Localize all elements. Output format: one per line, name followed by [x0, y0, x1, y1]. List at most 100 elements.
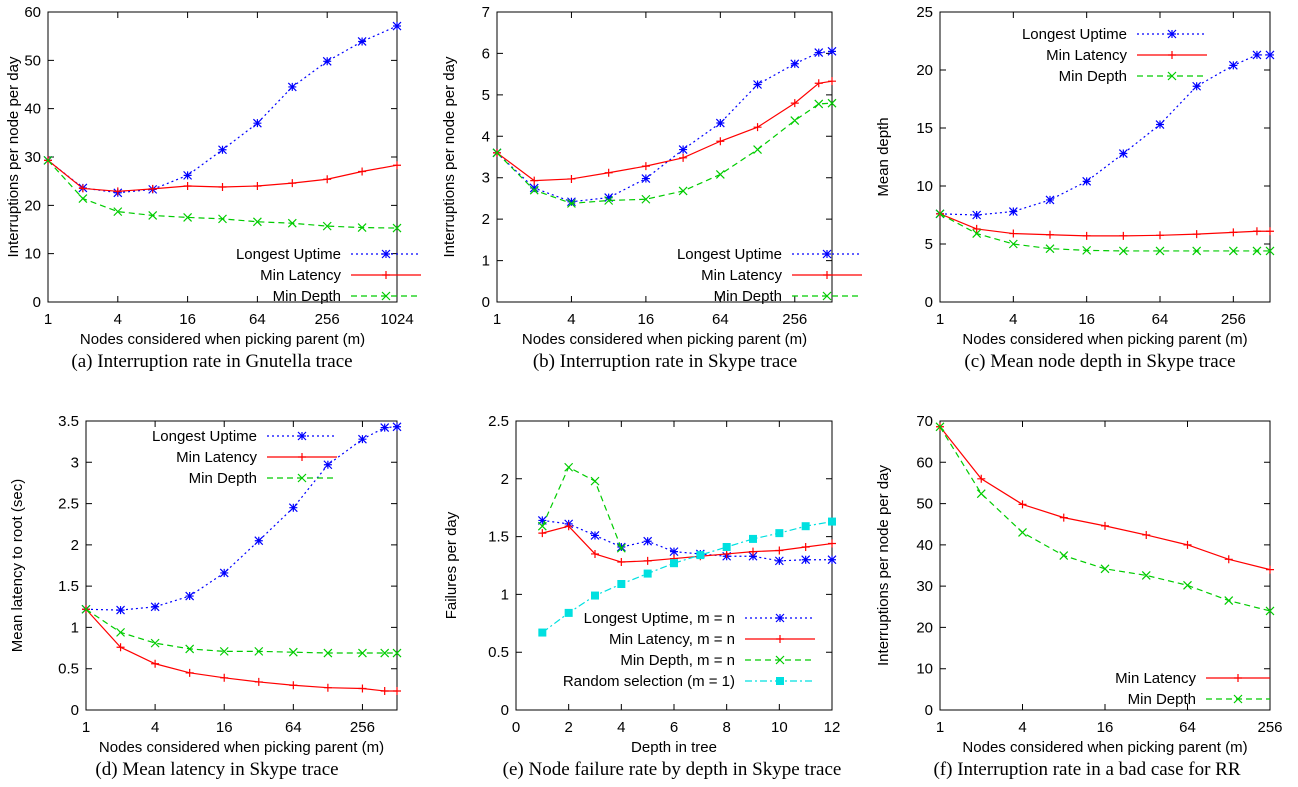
data-point: [643, 556, 652, 565]
legend-label: Longest Uptime: [152, 428, 257, 445]
data-point: [935, 422, 945, 432]
y-tick-label: 25: [916, 4, 933, 21]
data-point: [148, 211, 158, 220]
legend-label: Longest Uptime, m = n: [584, 610, 735, 627]
data-point: [604, 168, 613, 177]
data-point: [775, 529, 784, 538]
x-axis-title: Nodes considered when picking parent (m): [522, 331, 807, 348]
data-point: [827, 555, 837, 565]
data-point: [492, 148, 502, 158]
data-point: [590, 531, 600, 540]
data-point: [1252, 246, 1262, 256]
data-point: [1082, 245, 1092, 255]
y-tick-label: 30: [24, 149, 41, 166]
data-point: [1100, 564, 1110, 574]
data-point: [1156, 231, 1164, 240]
data-point: [617, 558, 626, 567]
x-tick-label: 8: [722, 719, 730, 736]
series-line: [85, 608, 397, 692]
y-tick-label: 10: [24, 246, 41, 263]
data-point: [564, 608, 573, 617]
y-tick-label: 5: [482, 87, 490, 104]
series-min-latency: [936, 422, 1274, 574]
legend-marker: [1168, 51, 1176, 59]
data-point: [972, 210, 982, 220]
y-tick-label: 2: [71, 537, 79, 554]
series-line: [542, 519, 832, 562]
data-point: [150, 638, 160, 648]
data-point: [1045, 244, 1055, 254]
plot-frame: [939, 420, 1271, 711]
data-point: [288, 179, 297, 188]
series-line: [939, 54, 1270, 216]
data-point: [977, 474, 986, 483]
x-tick-label: 16: [179, 311, 196, 328]
legend-label: Random selection (m = 1): [563, 673, 735, 690]
series-line: [85, 608, 397, 654]
figure-caption: (a) Interruption rate in Gnutella trace: [71, 351, 352, 372]
series-min-latency: [936, 209, 1274, 240]
data-point: [218, 214, 227, 224]
legend-marker: [775, 655, 785, 665]
data-point: [1101, 521, 1109, 530]
data-point: [1224, 596, 1234, 606]
legend-label: Min Latency: [176, 449, 257, 466]
data-point: [1265, 50, 1275, 60]
data-point: [254, 646, 264, 656]
legend-marker: [298, 453, 306, 461]
x-tick-label: 1: [82, 719, 90, 736]
data-point: [185, 644, 195, 654]
x-tick-label: 256: [350, 719, 375, 736]
x-tick-label: 6: [670, 719, 678, 736]
y-tick-label: 40: [916, 537, 933, 554]
data-point: [219, 646, 229, 656]
series-min-latency: [44, 156, 401, 196]
data-point: [148, 184, 157, 193]
data-point: [641, 162, 650, 171]
series-line: [939, 213, 1270, 252]
data-point: [393, 161, 401, 170]
y-tick-label: 20: [24, 197, 41, 214]
legend-marker: [297, 473, 307, 483]
data-point: [1119, 231, 1128, 240]
legend-marker: [381, 291, 391, 301]
data-point: [564, 462, 574, 472]
x-tick-label: 16: [1078, 311, 1095, 328]
chart-panel-d: 0 0.5 1 1.5 2 2.5 3 3.5 1 4 16 64 256 Nodes considere…: [9, 413, 402, 780]
data-point: [828, 517, 836, 526]
data-point: [828, 539, 836, 548]
legend-marker: [775, 613, 785, 623]
y-tick-label: 60: [24, 4, 41, 21]
x-tick-label: 64: [712, 311, 729, 328]
data-point: [972, 229, 982, 238]
y-tick-label: 2: [482, 211, 490, 228]
figure-caption: (b) Interruption rate in Skype trace: [533, 351, 797, 372]
data-point: [380, 648, 390, 658]
data-point: [1266, 227, 1274, 236]
legend-label: Longest Uptime: [677, 246, 782, 263]
x-tick-label: 1: [936, 311, 944, 328]
data-point: [1059, 513, 1068, 522]
data-point: [380, 687, 389, 696]
data-point: [538, 628, 547, 637]
data-point: [529, 183, 539, 193]
x-tick-label: 1024: [380, 311, 413, 328]
y-tick-label: 2: [501, 471, 509, 488]
data-point: [1183, 540, 1192, 549]
data-point: [722, 549, 731, 558]
data-point: [753, 80, 762, 89]
y-tick-label: 0: [925, 702, 933, 719]
data-point: [183, 182, 192, 190]
data-point: [814, 79, 823, 88]
data-point: [254, 677, 263, 686]
series-min-depth: [492, 98, 837, 208]
y-tick-label: 2.5: [488, 413, 509, 430]
legend-marker: [776, 677, 784, 685]
data-point: [678, 145, 688, 154]
series-line: [47, 159, 398, 229]
x-tick-label: 64: [1179, 719, 1196, 736]
y-axis-title: Failures per day: [443, 511, 460, 619]
data-point: [113, 207, 123, 217]
series-min-latency: [493, 77, 836, 185]
data-point: [1008, 207, 1018, 216]
